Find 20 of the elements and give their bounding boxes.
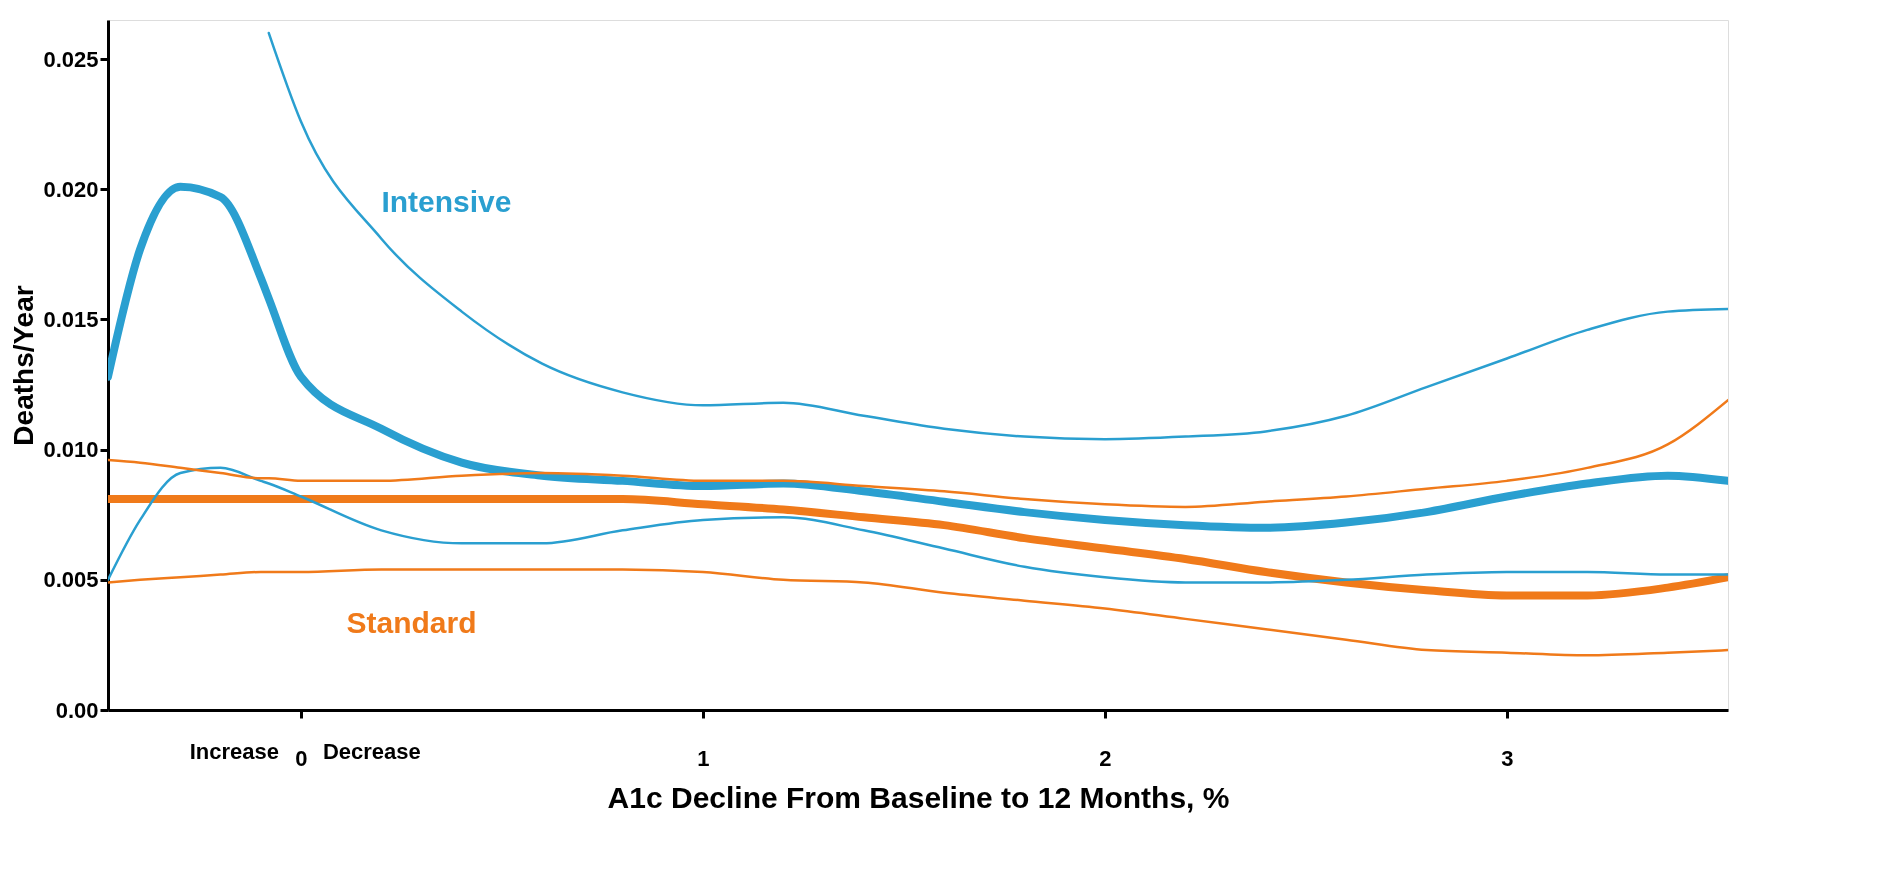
y-tick-label: 0.020 bbox=[43, 176, 99, 202]
line-series bbox=[108, 568, 1728, 657]
y-tick-label: 0.025 bbox=[43, 46, 99, 72]
x-tick-label: 1 bbox=[697, 745, 710, 771]
x-tick-label: 0 bbox=[295, 745, 308, 771]
y-axis-title: Deaths/Year bbox=[8, 285, 40, 446]
y-tick-label: 0.00 bbox=[55, 697, 99, 723]
y-tick-label: 0.015 bbox=[43, 306, 99, 332]
text: Increase bbox=[189, 739, 279, 764]
x-tick-label: 2 bbox=[1099, 745, 1112, 771]
line-series bbox=[108, 466, 1728, 584]
y-tick-label: 0.010 bbox=[43, 437, 99, 463]
x-axis-title: A1c Decline From Baseline to 12 Months, % bbox=[607, 780, 1230, 814]
text: Intensive bbox=[381, 185, 512, 219]
line-series bbox=[108, 398, 1728, 509]
text: Standard bbox=[346, 605, 477, 639]
x-tick-label: 3 bbox=[1501, 745, 1514, 771]
text: Decrease bbox=[322, 739, 421, 764]
y-tick-label: 0.005 bbox=[43, 567, 99, 593]
line-series bbox=[267, 31, 1728, 441]
